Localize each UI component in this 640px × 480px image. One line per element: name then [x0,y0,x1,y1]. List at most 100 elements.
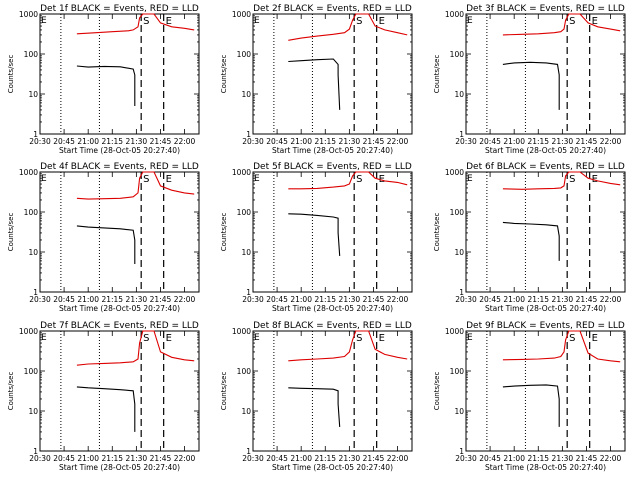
x-tick-label: 20:45 [266,295,288,304]
y-tick-label: 10 [454,407,464,416]
x-tick-label: 20:30 [29,454,51,463]
marker-label-e: E [379,333,385,344]
marker-label-s: S [356,16,362,27]
series-line-events [502,384,560,427]
marker-label-s: S [569,333,575,344]
series-line-events [288,213,341,256]
marker-label-s: S [143,174,149,185]
x-tick-label: 20:30 [455,454,477,463]
x-tick-label: 20:30 [242,137,264,146]
series-line-lld [502,330,621,363]
left-edge-marker: E [41,333,47,343]
marker-label-s: S [143,333,149,344]
y-tick-label: 1000 [445,10,464,19]
x-tick-label: 21:45 [150,454,172,463]
x-tick-label: 21:30 [552,137,574,146]
y-tick-label: 10 [28,407,38,416]
chart-panel-7: Det 7f BLACK = Events, RED = LLD 1 10 100 10… [7,321,200,472]
series-line-events [288,387,341,427]
x-axis-label: Start Time (28-Oct-05 20:27:40) [272,146,393,155]
y-tick-label: 10 [28,248,38,257]
series-line-events [76,225,136,264]
x-tick-label: 21:30 [339,454,361,463]
x-tick-label: 22:00 [174,137,196,146]
x-tick-label: 21:45 [576,295,598,304]
plot-frame [39,13,200,135]
y-tick-label: 1 [246,130,251,139]
x-tick-label: 20:30 [455,137,477,146]
x-tick-label: 22:00 [387,137,409,146]
y-tick-label: 100 [450,208,465,217]
series-line-events [76,386,136,432]
x-tick-label: 21:00 [77,137,99,146]
x-tick-label: 22:00 [600,454,622,463]
x-tick-label: 20:30 [242,295,264,304]
y-axis-label: Counts/sec [433,372,441,411]
chart-panel-8: Det 8f BLACK = Events, RED = LLD 1 10 100 10… [220,321,413,472]
y-axis-label: Counts/sec [7,55,15,94]
y-tick-label: 100 [450,367,465,376]
x-tick-label: 21:45 [363,137,385,146]
marker-label-e: E [166,333,172,344]
plot-frame [465,330,626,452]
chart-title: Det 7f BLACK = Events, RED = LLD [40,321,199,331]
y-tick-label: 100 [24,367,39,376]
left-edge-marker: E [467,16,473,26]
x-tick-label: 21:00 [77,454,99,463]
x-tick-label: 21:00 [290,295,312,304]
y-tick-label: 100 [237,208,252,217]
x-tick-label: 21:00 [503,137,525,146]
chart-title: Det 2f BLACK = Events, RED = LLD [253,4,412,14]
chart-title: Det 8f BLACK = Events, RED = LLD [253,321,412,331]
y-tick-label: 10 [454,90,464,99]
marker-label-s: S [356,333,362,344]
left-edge-marker: E [41,16,47,26]
chart-panel-6: Det 6f BLACK = Events, RED = LLD 1 10 100 10… [433,162,626,313]
marker-label-s: S [569,16,575,27]
y-axis-label: Counts/sec [7,213,15,252]
marker-label-e: E [379,174,385,185]
y-tick-label: 1000 [232,327,251,336]
x-tick-label: 21:15 [527,295,549,304]
y-tick-label: 1000 [19,327,38,336]
chart-title: Det 4f BLACK = Events, RED = LLD [40,162,199,172]
y-tick-label: 1 [246,447,251,456]
series-line-lld [502,171,621,190]
plot-frame [252,330,413,452]
x-tick-label: 22:00 [174,454,196,463]
left-edge-marker: E [41,174,47,184]
chart-panel-1: Det 1f BLACK = Events, RED = LLD 1 10 100 10… [7,4,200,155]
plot-frame [39,171,200,293]
x-tick-label: 20:30 [29,137,51,146]
series-line-lld [76,330,195,366]
y-tick-label: 1 [459,447,464,456]
x-axis-label: Start Time (28-Oct-05 20:27:40) [59,463,180,472]
y-tick-label: 1000 [445,168,464,177]
x-tick-label: 20:30 [455,295,477,304]
series-line-lld [288,330,408,362]
x-axis-label: Start Time (28-Oct-05 20:27:40) [485,146,606,155]
x-tick-label: 21:15 [101,454,123,463]
plot-frame [465,171,626,293]
series-line-lld [288,13,408,41]
left-edge-marker: E [254,174,260,184]
x-tick-label: 21:45 [150,137,172,146]
marker-label-e: E [166,16,172,27]
marker-label-s: S [356,174,362,185]
x-tick-label: 21:15 [314,137,336,146]
y-tick-label: 100 [237,50,252,59]
x-tick-label: 20:45 [53,295,75,304]
x-tick-label: 21:00 [503,454,525,463]
x-tick-label: 21:45 [576,137,598,146]
x-tick-label: 22:00 [387,295,409,304]
y-tick-label: 1 [33,130,38,139]
series-line-lld [76,171,195,200]
x-axis-label: Start Time (28-Oct-05 20:27:40) [59,146,180,155]
x-tick-label: 21:15 [314,454,336,463]
x-tick-label: 21:15 [101,137,123,146]
y-tick-label: 10 [241,407,251,416]
x-tick-label: 21:45 [150,295,172,304]
y-axis-label: Counts/sec [220,55,228,94]
left-edge-marker: E [254,333,260,343]
marker-label-e: E [592,333,598,344]
